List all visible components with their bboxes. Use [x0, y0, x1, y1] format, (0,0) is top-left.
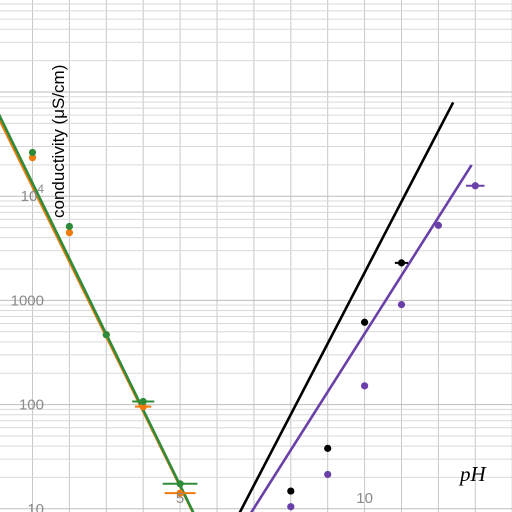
data-point — [65, 222, 73, 231]
data-points — [28, 148, 485, 511]
fit-line — [249, 164, 473, 512]
data-point — [28, 154, 37, 162]
data-point — [139, 403, 147, 411]
data-point — [397, 300, 406, 309]
data-point — [102, 331, 110, 339]
data-point — [471, 182, 479, 190]
y-axis-label: conductivity (μS/cm) — [49, 65, 68, 218]
fit-line — [0, 113, 195, 512]
data-point — [176, 480, 184, 488]
data-point — [397, 259, 406, 267]
data-point — [324, 444, 332, 452]
x-tick-label: 5 — [176, 490, 184, 507]
y-tick-label: 10 — [27, 501, 44, 512]
y-tick-exponent: 4 — [37, 182, 44, 196]
fit-line — [0, 117, 195, 512]
data-point — [324, 470, 332, 479]
data-point — [65, 229, 73, 237]
data-point — [287, 503, 295, 511]
data-point — [287, 487, 295, 495]
fit-lines — [0, 101, 473, 512]
data-point — [176, 489, 184, 497]
data-point — [361, 318, 369, 326]
y-tick-label: 1000 — [11, 292, 44, 309]
y-tick-label: 100 — [19, 397, 44, 414]
data-point — [139, 397, 147, 406]
x-tick-label: 10 — [356, 490, 373, 507]
data-point — [361, 382, 369, 390]
x-axis-label: pH — [458, 462, 488, 486]
data-point — [434, 221, 442, 229]
fit-line — [238, 101, 455, 512]
data-point — [28, 148, 37, 157]
